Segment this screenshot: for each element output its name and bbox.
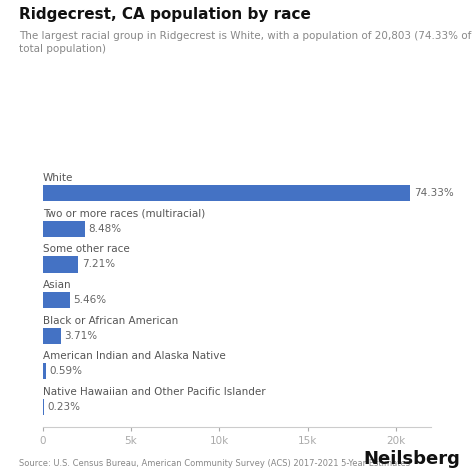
Bar [43, 221, 84, 237]
Text: Native Hawaiian and Other Pacific Islander: Native Hawaiian and Other Pacific Island… [43, 387, 265, 397]
Text: The largest racial group in Ridgecrest is White, with a population of 20,803 (74: The largest racial group in Ridgecrest i… [19, 31, 474, 54]
Text: 5.46%: 5.46% [73, 295, 106, 305]
Text: Black or African American: Black or African American [43, 316, 178, 326]
Bar [43, 364, 46, 379]
Text: Asian: Asian [43, 280, 71, 290]
Bar [43, 292, 70, 308]
Text: 8.48%: 8.48% [88, 224, 121, 234]
Text: Source: U.S. Census Bureau, American Community Survey (ACS) 2017-2021 5-Year Est: Source: U.S. Census Bureau, American Com… [19, 459, 410, 468]
Bar [43, 256, 78, 273]
Bar [43, 328, 61, 344]
Text: 0.23%: 0.23% [47, 402, 80, 412]
Text: Two or more races (multiracial): Two or more races (multiracial) [43, 209, 205, 219]
Text: Ridgecrest, CA population by race: Ridgecrest, CA population by race [19, 7, 311, 22]
Text: Neilsberg: Neilsberg [363, 450, 460, 468]
Text: White: White [43, 173, 73, 183]
Text: 3.71%: 3.71% [64, 331, 98, 341]
Text: 7.21%: 7.21% [82, 259, 115, 270]
Text: 0.59%: 0.59% [49, 366, 82, 376]
Text: American Indian and Alaska Native: American Indian and Alaska Native [43, 351, 226, 361]
Text: 74.33%: 74.33% [414, 188, 454, 198]
Bar [43, 185, 410, 201]
Text: Some other race: Some other race [43, 244, 129, 255]
Bar [43, 399, 44, 415]
